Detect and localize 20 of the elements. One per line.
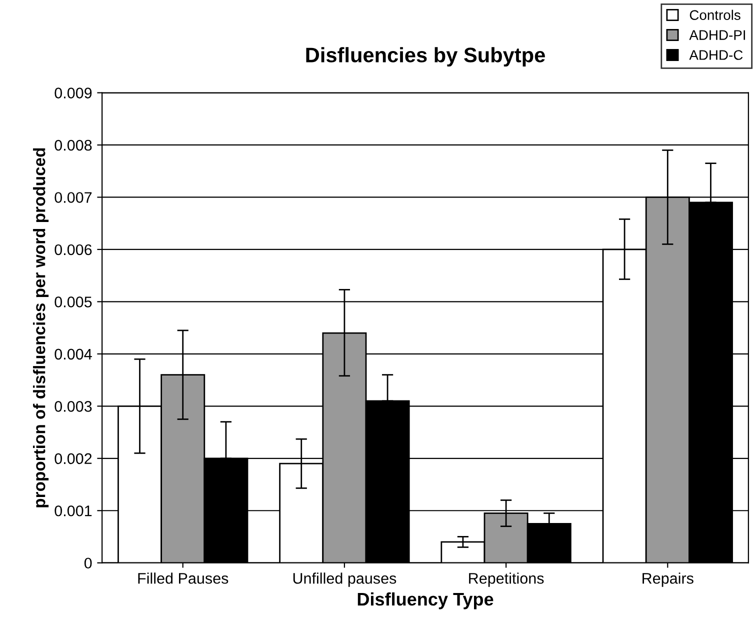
x-tick-label: Filled Pauses: [138, 572, 228, 584]
y-tick-label: 0.005: [54, 296, 92, 308]
y-tick-label: 0.004: [54, 348, 92, 360]
y-tick-label: 0.001: [54, 505, 92, 516]
chart-title: Disfluencies by Subytpe: [306, 47, 545, 67]
y-tick-label: 0.007: [54, 192, 92, 203]
y-tick-label: 0.003: [54, 401, 92, 412]
y-tick-label: 0.006: [54, 244, 92, 256]
y-tick-label: 0.008: [54, 140, 92, 151]
y-tick-label: 0.002: [54, 453, 92, 464]
x-tick-label: Unfilled pauses: [293, 572, 396, 587]
legend-label: ADHD-PI: [689, 30, 745, 40]
y-axis-title: proportion of disfluencies per word produced: [33, 148, 49, 508]
y-tick-label: 0: [84, 558, 92, 569]
legend-label: ADHD-C: [689, 50, 743, 60]
legend-label: Controls: [690, 10, 740, 20]
x-axis-title: Disfluency Type: [358, 592, 494, 610]
x-tick-label: Repetitions: [469, 572, 544, 587]
x-tick-label: Repairs: [642, 572, 694, 587]
y-tick-label: 0.009: [54, 88, 92, 98]
